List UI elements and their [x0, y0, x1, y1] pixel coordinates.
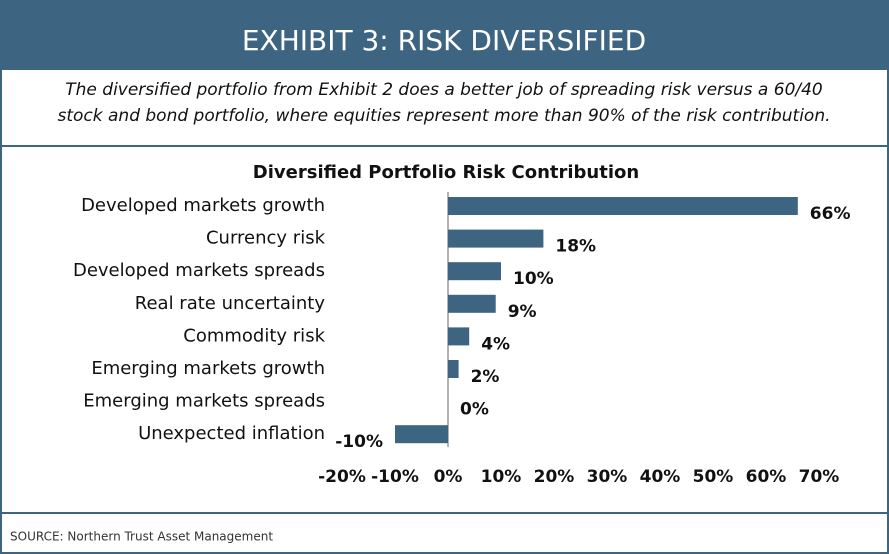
category-label: Emerging markets spreads [83, 391, 325, 412]
x-tick-label: 10% [481, 467, 522, 487]
bar [448, 360, 459, 378]
category-label: Emerging markets growth [91, 358, 325, 379]
header-band [0, 0, 889, 70]
category-label: Developed markets spreads [73, 260, 325, 281]
x-tick-label: 0% [434, 467, 463, 487]
bar [448, 262, 501, 281]
bar [448, 294, 496, 313]
subtitle-line: The diversified portfolio from Exhibit 2… [65, 80, 823, 100]
bar [448, 229, 544, 248]
value-label: 10% [513, 269, 554, 289]
x-tick-label: 60% [746, 467, 787, 487]
value-label: 9% [508, 302, 537, 322]
category-label: Real rate uncertainty [135, 293, 326, 314]
category-label: Developed markets growth [81, 195, 325, 216]
source-note: SOURCE: Northern Trust Asset Management [10, 530, 273, 544]
chart-title: Diversified Portfolio Risk Contribution [253, 162, 639, 183]
x-tick-label: -10% [371, 467, 419, 487]
x-tick-label: 70% [799, 467, 840, 487]
value-label: 66% [810, 204, 851, 224]
x-tick-label: 30% [587, 467, 628, 487]
category-label: Commodity risk [183, 325, 325, 346]
x-tick-label: 20% [534, 467, 575, 487]
category-label: Currency risk [206, 228, 326, 249]
value-label: 18% [555, 237, 596, 257]
category-label: Unexpected inflation [138, 423, 325, 444]
exhibit-title: EXHIBIT 3: RISK DIVERSIFIED [242, 24, 646, 57]
x-tick-label: 40% [640, 467, 681, 487]
bar [448, 197, 798, 215]
value-label: -10% [335, 432, 383, 452]
value-label: 4% [481, 334, 510, 354]
bar [448, 327, 470, 346]
bar [395, 425, 448, 444]
subtitle-line: stock and bond portfolio, where equities… [57, 106, 830, 126]
value-label: 2% [471, 367, 500, 387]
x-tick-label: 50% [693, 467, 734, 487]
x-tick-label: -20% [318, 467, 366, 487]
value-label: 0% [460, 400, 489, 420]
